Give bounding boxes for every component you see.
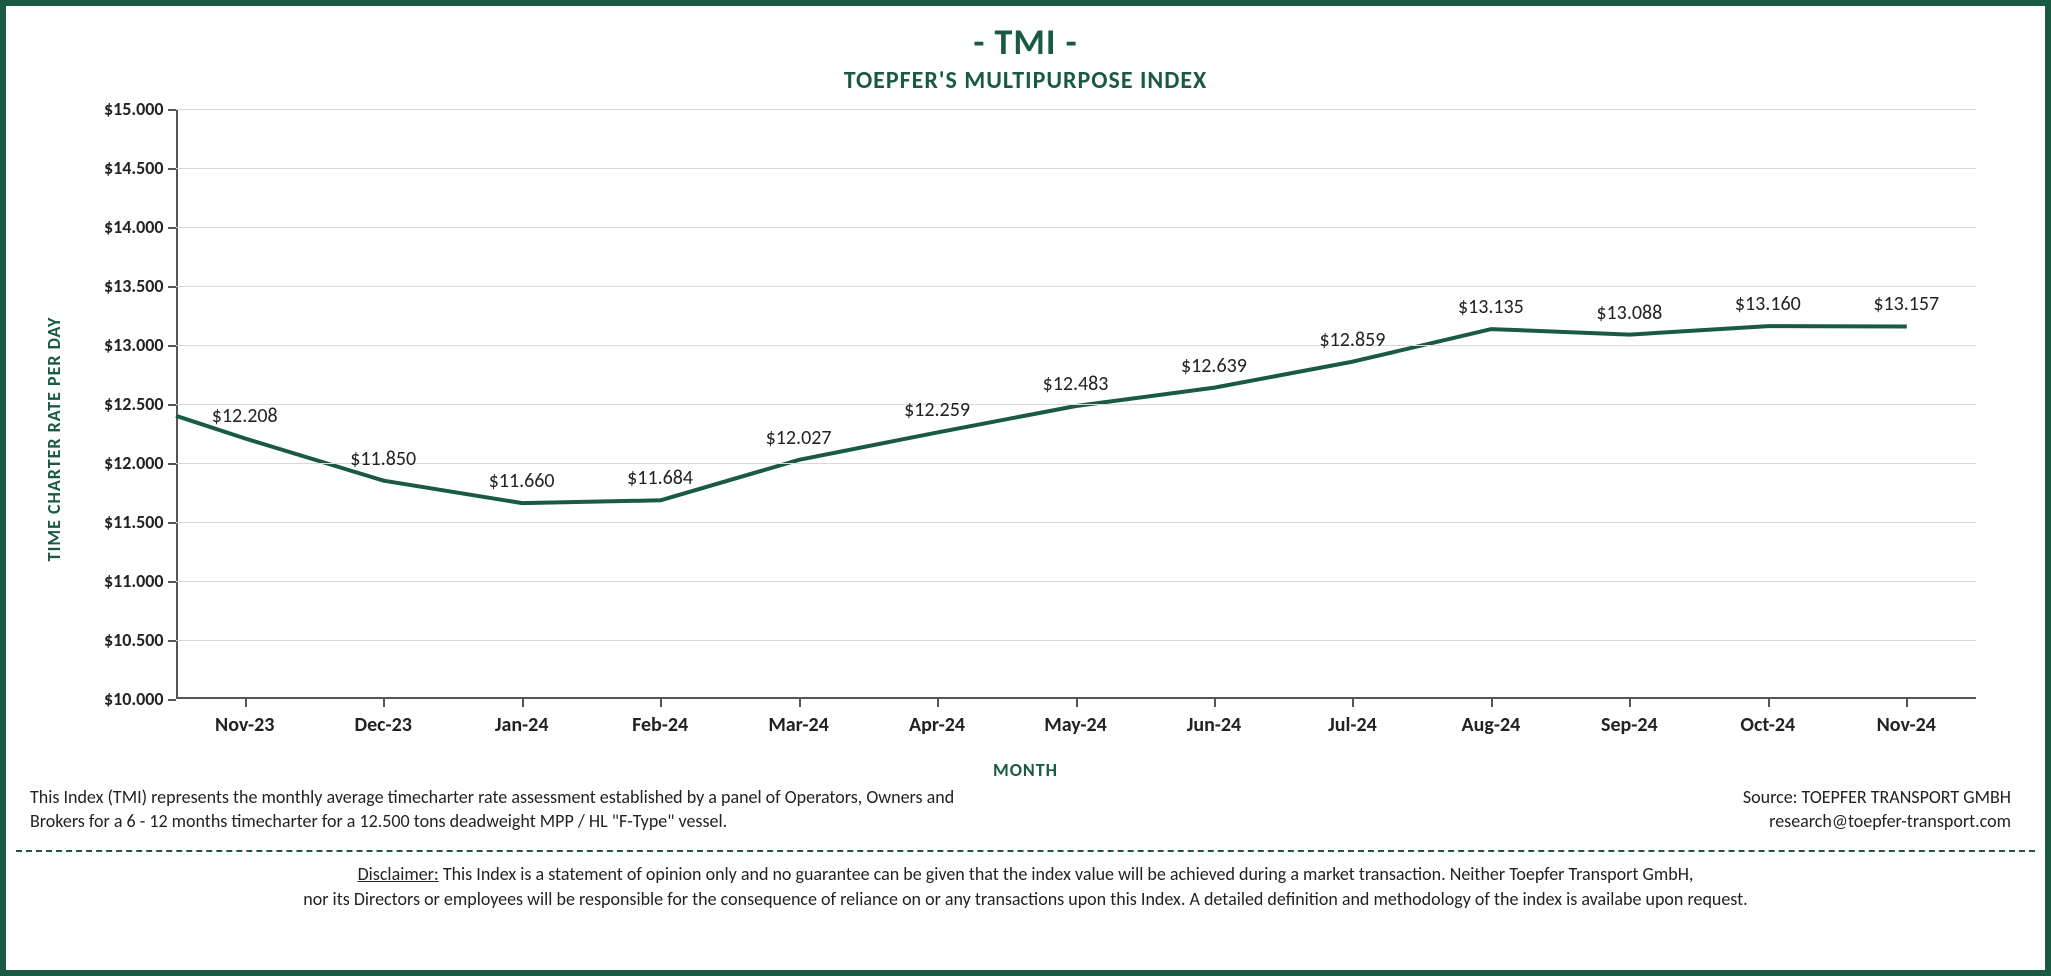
- data-label: $11.660: [489, 469, 555, 493]
- x-tick-label: Oct-24: [1740, 699, 1795, 737]
- source-line-1: Source: TOEPFER TRANSPORT GMBH: [1743, 786, 2011, 808]
- gridline: [176, 640, 1976, 641]
- data-label: $13.160: [1735, 292, 1801, 316]
- disclaimer-line-1: This Index is a statement of opinion onl…: [439, 863, 1694, 885]
- x-tick-label: Sep-24: [1601, 699, 1658, 737]
- data-label: $11.850: [350, 447, 416, 471]
- description-line-1: This Index (TMI) represents the monthly …: [30, 786, 954, 808]
- title-block: - TMI - TOEPFER'S MULTIPURPOSE INDEX: [20, 20, 2031, 95]
- data-label: $11.684: [627, 466, 693, 490]
- y-tick-label: $11.500: [104, 511, 176, 533]
- footer-zone: This Index (TMI) represents the monthly …: [20, 785, 2031, 912]
- x-tick-label: Apr-24: [909, 699, 965, 737]
- data-label: $12.259: [904, 398, 970, 422]
- y-tick-label: $10.000: [104, 688, 176, 710]
- x-tick-label: Aug-24: [1462, 699, 1521, 737]
- data-label: $12.027: [766, 426, 832, 450]
- main-title: - TMI -: [20, 20, 2031, 64]
- data-label: $12.639: [1181, 354, 1247, 378]
- y-tick-label: $10.500: [104, 629, 176, 651]
- x-tick-label: Jul-24: [1328, 699, 1377, 737]
- gridline: [176, 286, 1976, 287]
- source-line-2: research@toepfer-transport.com: [1769, 810, 2011, 832]
- y-tick-label: $15.000: [104, 98, 176, 120]
- y-tick-label: $13.000: [104, 334, 176, 356]
- data-label: $12.208: [212, 404, 278, 428]
- x-tick-label: Nov-23: [215, 699, 274, 737]
- x-tick-label: Nov-24: [1877, 699, 1936, 737]
- gridline: [176, 581, 1976, 582]
- gridline: [176, 345, 1976, 346]
- y-tick-label: $14.500: [104, 157, 176, 179]
- data-label: $13.088: [1596, 301, 1662, 325]
- chart-frame: - TMI - TOEPFER'S MULTIPURPOSE INDEX TIM…: [0, 0, 2051, 976]
- x-axis-title: MONTH: [993, 759, 1058, 781]
- data-label: $12.483: [1043, 372, 1109, 396]
- gridline: [176, 227, 1976, 228]
- y-tick-label: $12.000: [104, 452, 176, 474]
- disclaimer-line-2: nor its Directors or employees will be r…: [303, 888, 1747, 910]
- line-path: [176, 326, 1907, 503]
- gridline: [176, 522, 1976, 523]
- subtitle: TOEPFER'S MULTIPURPOSE INDEX: [20, 66, 2031, 95]
- source-block: Source: TOEPFER TRANSPORT GMBH research@…: [1743, 785, 2011, 834]
- description-line-2: Brokers for a 6 - 12 months timecharter …: [30, 810, 727, 832]
- disclaimer-label: Disclaimer:: [358, 863, 439, 885]
- x-tick-label: Jun-24: [1187, 699, 1241, 737]
- gridline: [176, 463, 1976, 464]
- index-description: This Index (TMI) represents the monthly …: [30, 785, 1130, 834]
- gridline: [176, 168, 1976, 169]
- x-tick-label: Mar-24: [768, 699, 828, 737]
- y-tick-label: $11.000: [104, 570, 176, 592]
- x-tick-label: Feb-24: [632, 699, 688, 737]
- x-tick-label: Dec-23: [354, 699, 411, 737]
- chart-zone: TIME CHARTER RATE PER DAY $10.000$10.500…: [46, 99, 2006, 779]
- x-tick-label: Jan-24: [495, 699, 549, 737]
- y-tick-label: $14.000: [104, 216, 176, 238]
- y-axis-title: TIME CHARTER RATE PER DAY: [43, 317, 65, 562]
- data-label: $13.135: [1458, 295, 1524, 319]
- disclaimer: Disclaimer: This Index is a statement of…: [30, 862, 2021, 912]
- dashed-separator: [16, 850, 2035, 852]
- y-tick-label: $13.500: [104, 275, 176, 297]
- plot-area: $10.000$10.500$11.000$11.500$12.000$12.5…: [176, 109, 1976, 699]
- y-tick-label: $12.500: [104, 393, 176, 415]
- data-label: $12.859: [1319, 328, 1385, 352]
- data-label: $13.157: [1873, 292, 1939, 316]
- gridline: [176, 109, 1976, 110]
- x-tick-label: May-24: [1044, 699, 1107, 737]
- gridline: [176, 404, 1976, 405]
